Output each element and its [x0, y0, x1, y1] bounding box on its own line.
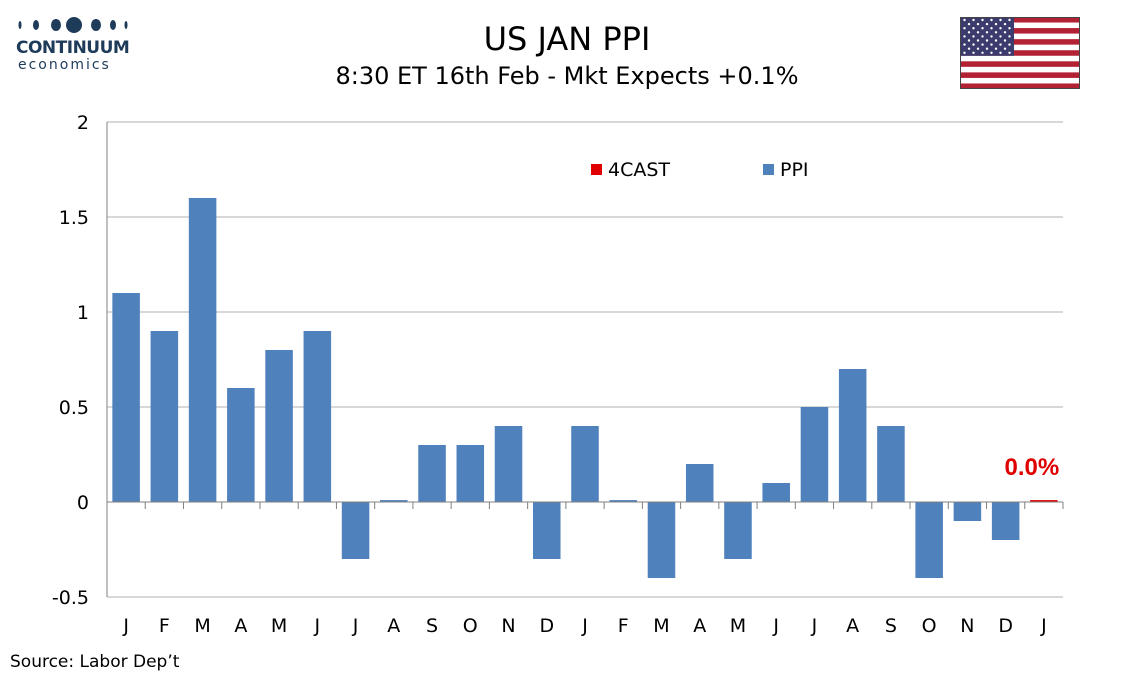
ppi-bar — [724, 502, 752, 559]
x-tick-label: J — [581, 615, 588, 637]
y-tick-label: 1 — [77, 302, 89, 324]
ppi-bar — [609, 500, 638, 502]
logo-subtitle: economics — [18, 57, 111, 73]
x-tick-label: M — [730, 615, 746, 637]
x-tick-label: A — [693, 615, 706, 637]
ppi-bar — [762, 483, 790, 502]
x-tick-label: S — [885, 615, 897, 637]
ppi-bar — [456, 445, 485, 502]
x-tick-label: J — [122, 615, 129, 637]
ppi-bar — [188, 198, 217, 502]
ppi-bar — [685, 464, 714, 502]
x-tick-label: D — [539, 615, 554, 637]
ppi-bar — [647, 502, 676, 578]
legend-label: PPI — [780, 159, 809, 181]
ppi-bar — [877, 426, 905, 502]
x-tick-label: F — [159, 615, 170, 637]
y-tick-label: -0.5 — [52, 587, 89, 609]
forecast-annotation: 0.0% — [1005, 454, 1060, 481]
logo-name: CONTINUUM — [16, 38, 130, 58]
x-tick-label: N — [960, 615, 974, 637]
ppi-bar — [915, 502, 943, 578]
x-tick-label: N — [501, 615, 515, 637]
ppi-bar — [418, 445, 446, 502]
ppi-bar — [494, 426, 523, 502]
source-note: Source: Labor Dep’t — [10, 652, 180, 672]
ppi-bar — [150, 331, 179, 502]
y-tick-label: 1.5 — [59, 207, 89, 229]
x-tick-label: F — [618, 615, 629, 637]
y-tick-label: 0.5 — [59, 397, 89, 419]
legend-swatch — [591, 164, 602, 175]
ppi-bar — [571, 426, 599, 502]
x-tick-label: M — [271, 615, 287, 637]
y-tick-label: 2 — [77, 112, 89, 134]
x-tick-label: J — [352, 615, 359, 637]
ppi-bar — [800, 407, 829, 502]
ppi-bar — [227, 388, 255, 502]
x-tick-label: D — [998, 615, 1013, 637]
x-tick-label: A — [234, 615, 247, 637]
ppi-bar — [953, 502, 982, 521]
x-tick-label: O — [922, 615, 937, 637]
ppi-bar — [838, 369, 867, 502]
y-tick-label: 0 — [77, 492, 89, 514]
ppi-bar — [341, 502, 370, 559]
us-flag-icon — [960, 17, 1080, 89]
x-tick-label: S — [426, 615, 438, 637]
ppi-bar — [303, 331, 332, 502]
forecast-bar — [1030, 500, 1058, 502]
legend-swatch — [763, 164, 774, 175]
x-tick-label: O — [463, 615, 478, 637]
x-tick-label: M — [653, 615, 669, 637]
continuum-logo: CONTINUUM economics — [14, 14, 134, 76]
ppi-bar — [380, 500, 408, 502]
ppi-bar — [112, 293, 140, 502]
x-tick-label: J — [772, 615, 779, 637]
x-tick-label: M — [194, 615, 210, 637]
chart-title: US JAN PPI — [483, 20, 651, 58]
logo-dots-icon — [18, 17, 128, 33]
x-tick-label: A — [846, 615, 859, 637]
x-tick-label: A — [387, 615, 400, 637]
legend-label: 4CAST — [608, 159, 670, 181]
x-tick-label: J — [314, 615, 321, 637]
chart-subtitle: 8:30 ET 16th Feb - Mkt Expects +0.1% — [335, 62, 799, 90]
ppi-bar — [532, 502, 561, 559]
ppi-bar — [991, 502, 1020, 540]
x-tick-label: J — [1040, 615, 1047, 637]
x-tick-label: J — [811, 615, 818, 637]
ppi-bar — [265, 350, 293, 502]
